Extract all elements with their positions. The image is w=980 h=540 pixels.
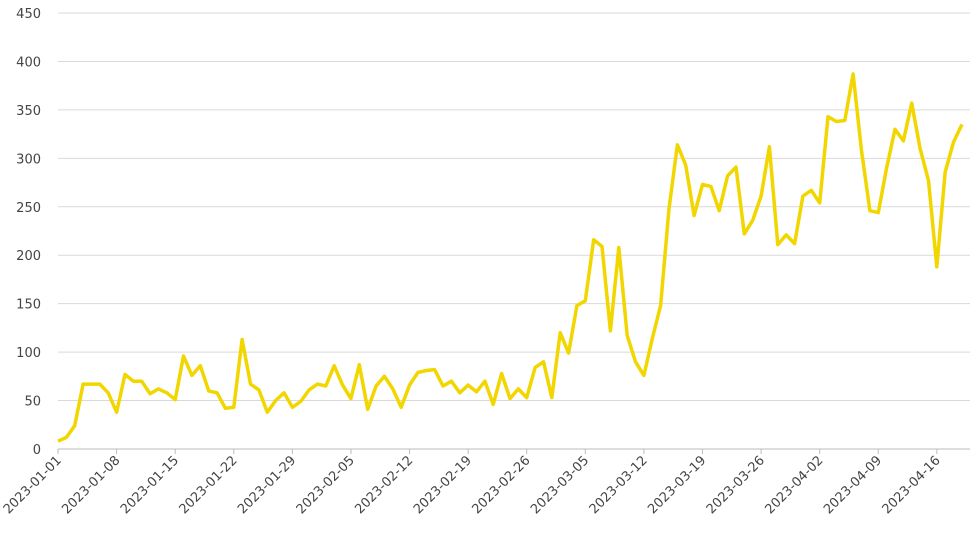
y-tick-label: 450	[16, 7, 41, 22]
y-tick-label: 400	[16, 55, 41, 70]
y-axis: 0 50 100 150 200 250 300 350 400 450	[16, 7, 41, 458]
x-tick-label: 2023-03-19	[645, 453, 709, 517]
x-tick-label: 2023-01-01	[1, 453, 65, 517]
x-tick-label: 2023-03-05	[528, 453, 592, 517]
y-tick-label: 0	[33, 443, 41, 458]
y-tick-label: 150	[16, 298, 41, 313]
y-tick-label: 250	[16, 201, 41, 216]
x-tick-label: 2023-01-15	[118, 453, 182, 517]
grid-lines	[58, 12, 970, 450]
x-tick-label: 2023-04-02	[762, 453, 826, 517]
x-tick-label: 2023-03-12	[587, 453, 651, 517]
x-tick-label: 2023-02-12	[352, 453, 416, 517]
x-tick-label: 2023-02-19	[411, 453, 475, 517]
y-tick-label: 100	[16, 346, 41, 361]
y-tick-label: 300	[16, 152, 41, 167]
series-line	[57, 72, 964, 443]
x-axis: 2023-01-012023-01-082023-01-152023-01-22…	[1, 449, 944, 517]
x-tick-label: 2023-03-26	[704, 453, 768, 517]
y-tick-label: 50	[24, 395, 41, 410]
x-tick-label: 2023-01-08	[59, 453, 123, 517]
x-tick-label: 2023-01-29	[235, 453, 299, 517]
x-tick-label: 2023-01-22	[177, 453, 241, 517]
x-tick-label: 2023-02-05	[294, 453, 358, 517]
x-tick-label: 2023-04-09	[821, 453, 885, 517]
y-tick-label: 350	[16, 104, 41, 119]
y-tick-label: 200	[16, 249, 41, 264]
x-tick-label: 2023-02-26	[470, 453, 534, 517]
x-tick-label: 2023-04-16	[880, 453, 944, 517]
